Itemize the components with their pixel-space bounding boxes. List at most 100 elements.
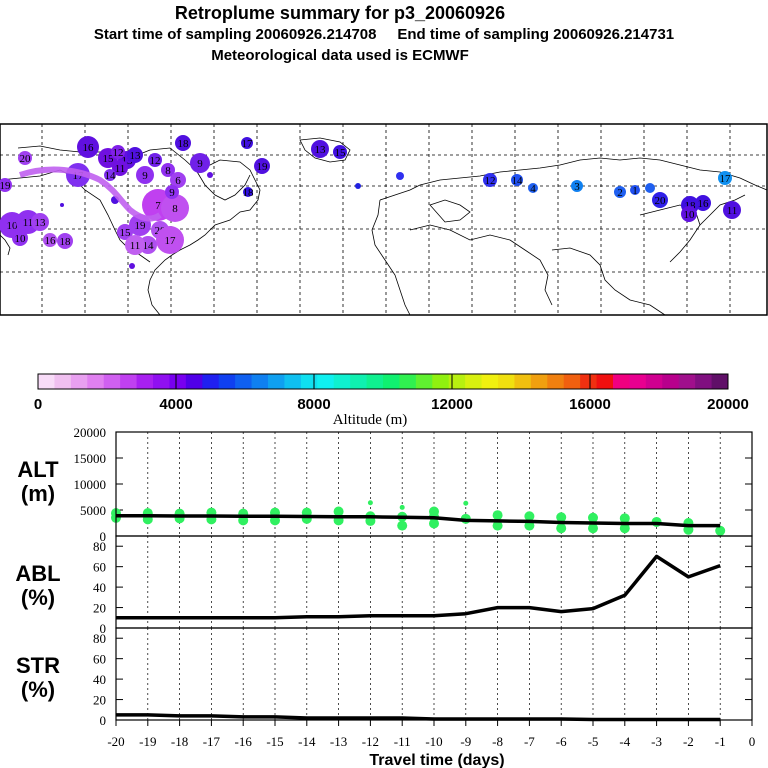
map-day-label: 12 <box>150 155 161 167</box>
map-trajectory-marker <box>681 206 697 222</box>
map-day-label: 18 <box>178 138 190 150</box>
map-day-label: 4 <box>530 183 536 195</box>
x-tick-label: -3 <box>651 734 662 749</box>
colorbar-cell <box>481 374 499 389</box>
panel-alt: 0 5000 10000 15000 20000 ALT(m) <box>17 425 753 544</box>
altitude-scatter-point <box>492 520 503 531</box>
y-tick-label: 80 <box>93 539 106 554</box>
map-trajectory-marker <box>652 192 668 208</box>
map-trajectory-marker <box>112 160 128 176</box>
map-trajectory-marker <box>156 226 184 254</box>
map-day-label: 16 <box>698 198 710 210</box>
map-day-label: 19 <box>135 220 147 232</box>
map-day-label: 18 <box>60 236 72 248</box>
map-day-label: 17 <box>165 235 177 247</box>
map-day-label: 12 <box>113 147 124 159</box>
map-trajectory-marker <box>77 136 99 158</box>
map-trajectory-marker <box>396 172 404 180</box>
x-tick-label: -19 <box>139 734 156 749</box>
panel-ylabel: (m) <box>21 481 55 506</box>
x-tick-label: -15 <box>266 734 283 749</box>
x-tick-label: -4 <box>619 734 630 749</box>
panel-abl: 0 20 40 60 80 ABL(%) <box>15 535 753 636</box>
colorbar-cell <box>580 374 598 389</box>
x-axis-label: Travel time (days) <box>369 752 504 768</box>
map-day-label: 11 <box>23 217 34 229</box>
colorbar-cell <box>547 374 565 389</box>
map-day-label: 14 <box>512 175 524 187</box>
colorbar-cell <box>448 374 466 389</box>
colorbar-cell <box>498 374 515 389</box>
timeseries-panels: 05000100001500020000ALT(m)020406080ABL(%… <box>15 425 753 728</box>
map-day-label: 7 <box>155 200 161 212</box>
map-mean-trajectory <box>19 166 162 222</box>
panel-str: 0 20 40 60 80 STR(%) <box>16 627 753 728</box>
map-day-label: 1 <box>632 185 638 197</box>
map-trajectory-marker <box>43 233 57 247</box>
map-trajectory-marker <box>355 183 361 189</box>
map-trajectory-marker <box>129 263 135 269</box>
y-tick-label: 0 <box>100 529 107 544</box>
y-tick-label: 60 <box>93 652 106 667</box>
map-trajectory-marker <box>571 180 583 192</box>
title-line-2: Start time of sampling 20060926.214708 E… <box>93 26 675 43</box>
colorbar-tick-label: 4000 <box>159 396 192 413</box>
altitude-scatter-point <box>619 513 630 524</box>
x-tick-label: -5 <box>588 734 599 749</box>
map-trajectory-marker <box>207 172 213 178</box>
colorbar-cell <box>432 374 450 389</box>
x-tick-label: -20 <box>107 734 124 749</box>
altitude-colorbar: 0 4000 8000 12000 16000 20000 Altitude (m) <box>34 373 749 428</box>
colorbar-cell <box>185 374 203 389</box>
altitude-scatter-point <box>556 523 567 534</box>
map-day-label: 15 <box>103 153 115 165</box>
colorbar-cell <box>153 374 170 389</box>
altitude-scatter-point <box>715 525 726 536</box>
altitude-scatter-point <box>333 506 344 517</box>
altitude-scatter-point <box>429 506 439 517</box>
colorbar-cell <box>87 374 105 389</box>
map-day-label: 10 <box>7 220 19 232</box>
map-trajectory-marker <box>614 186 626 198</box>
map-day-label: 11 <box>115 163 126 175</box>
map-trajectory-marker <box>161 194 189 222</box>
colorbar-cell <box>54 374 72 389</box>
colorbar-cell <box>317 374 335 389</box>
map-trajectory-marker <box>254 158 270 174</box>
map-trajectory-marker <box>723 201 741 219</box>
colorbar-cell <box>366 374 384 389</box>
x-tick-label: -17 <box>203 734 221 749</box>
x-tick-label: -16 <box>235 734 253 749</box>
altitude-scatter-point <box>367 500 373 506</box>
colorbar-cell <box>563 374 581 389</box>
map-trajectory-marker <box>241 137 253 149</box>
map-trajectory-marker <box>170 172 186 188</box>
y-tick-label: 10000 <box>74 477 107 492</box>
colorbar-cell <box>613 374 630 389</box>
map-day-label: 18 <box>243 187 255 199</box>
map-trajectory-marker <box>311 140 329 158</box>
x-tick-label: -10 <box>425 734 442 749</box>
map-day-label: 15 <box>120 227 132 239</box>
map-day-label: 17 <box>73 170 85 182</box>
map-day-label: 19 <box>0 180 11 192</box>
map-trajectory-marker <box>483 173 497 187</box>
altitude-scatter-point <box>492 510 503 521</box>
y-tick-label: 40 <box>93 580 106 595</box>
x-tick-label: -11 <box>394 734 411 749</box>
map-trajectory-marker <box>111 145 125 159</box>
map-trajectory-marker <box>528 183 538 193</box>
map-day-label: 16 <box>83 142 95 154</box>
series-line-abl <box>116 554 721 620</box>
map-day-label: 20 <box>655 195 667 207</box>
colorbar-cell <box>530 374 548 389</box>
map-trajectory-marker <box>190 153 210 173</box>
y-tick-label: 5000 <box>80 503 106 518</box>
colorbar-cell <box>596 374 614 389</box>
colorbar-cell <box>38 374 55 389</box>
map-trajectory-marker <box>511 174 523 186</box>
map-trajectory-marker <box>148 153 162 167</box>
panel-ylabel: (%) <box>21 585 55 610</box>
y-tick-label: 0 <box>100 713 107 728</box>
